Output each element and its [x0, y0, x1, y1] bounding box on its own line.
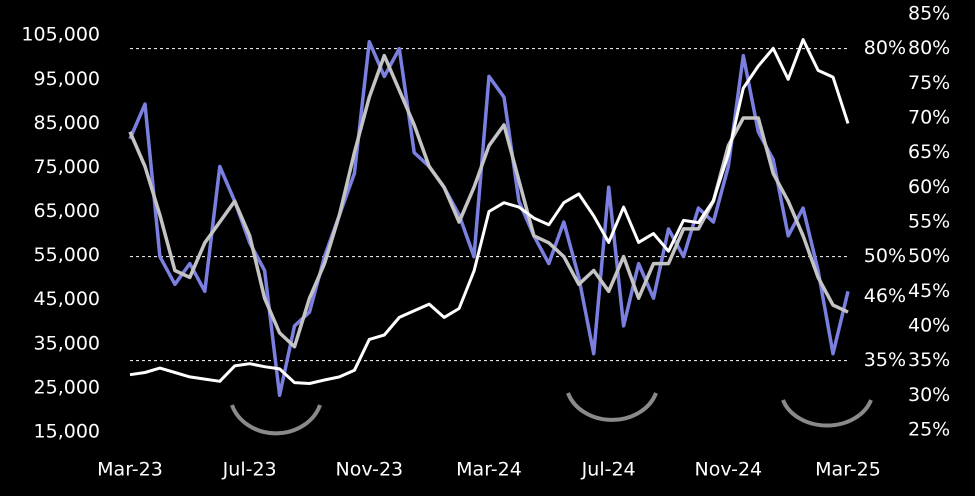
annotation: 50% [864, 245, 906, 267]
y2-tick-label: 85% [908, 3, 950, 25]
annotation: 46% [864, 285, 906, 307]
y-tick-label: 85,000 [34, 112, 100, 134]
y2-tick-label: 65% [908, 141, 950, 163]
highlight-arcs [230, 392, 873, 436]
arc [230, 404, 322, 436]
y2-tick-label: 80% [908, 37, 950, 59]
y-tick-label: 15,000 [34, 421, 100, 443]
x-tick-label: Jul-24 [581, 459, 636, 481]
series-line [129, 38, 850, 385]
y-tick-label: 75,000 [34, 156, 100, 178]
y-tick-label: 25,000 [34, 376, 100, 398]
y-tick-label: 105,000 [21, 24, 100, 46]
y-tick-label: 95,000 [34, 68, 100, 90]
y2-tick-label: 40% [908, 314, 950, 336]
y-tick-label: 65,000 [34, 200, 100, 222]
y2-tick-label: 50% [908, 245, 950, 267]
y-tick-label: 55,000 [34, 244, 100, 266]
arc [781, 399, 873, 428]
x-tick-label: Mar-24 [456, 459, 522, 481]
y2-tick-label: 60% [908, 176, 950, 198]
y2-tick-label: 25% [908, 418, 950, 440]
annotation: 35% [864, 349, 906, 371]
annotation: 80% [864, 37, 906, 59]
x-tick-label: Jul-23 [222, 459, 277, 481]
y2-tick-label: 55% [908, 210, 950, 232]
y2-tick-label: 75% [908, 72, 950, 94]
y-tick-label: 45,000 [34, 288, 100, 310]
y2-tick-label: 70% [908, 106, 950, 128]
arc [566, 392, 658, 422]
x-tick-label: Mar-23 [97, 459, 163, 481]
x-tick-label: Nov-23 [336, 459, 404, 481]
x-tick-label: Nov-24 [695, 459, 763, 481]
y2-tick-label: 45% [908, 280, 950, 302]
x-tick-label: Mar-25 [815, 459, 881, 481]
y-tick-label: 35,000 [34, 332, 100, 354]
y2-tick-label: 35% [908, 349, 950, 371]
y2-tick-label: 30% [908, 384, 950, 406]
series-line [128, 53, 849, 349]
